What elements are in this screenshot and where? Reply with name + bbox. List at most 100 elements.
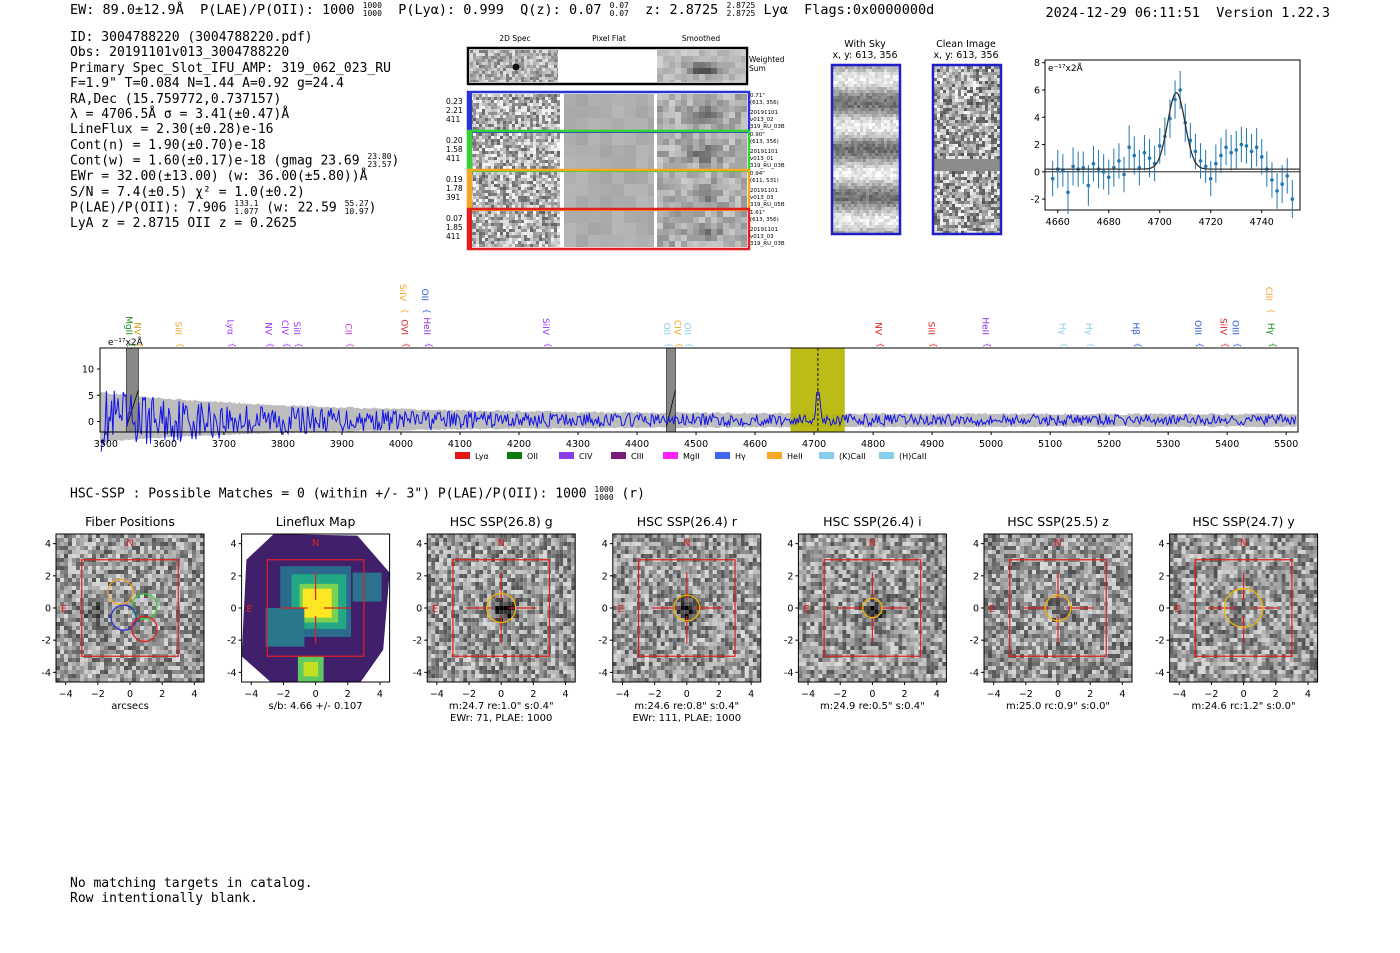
row-dist: 0.71" [750,93,765,99]
with-sky-xy: x, y: 613, 356 [832,50,897,61]
masked-hatch [126,389,139,427]
panel-xtick-label: −4 [430,689,444,700]
zoom-point [1127,145,1131,150]
z-line: Lyα [763,2,788,18]
row-ifu: 319_RU_03B [750,163,785,169]
hsc-suffix: (r) [621,486,645,502]
spectrum-xtick-label: 5400 [1215,439,1239,450]
imaging-panels: Fiber Positions N E −4 -4 −2 -2 0 0 2 2 4 4 arcsecs Li… [42,514,1319,723]
zoom-ytick-label: 6 [1034,86,1040,97]
line-marker-label: HeII [421,317,431,335]
panel-xtick-label: 4 [748,689,754,700]
panel-caption-2: EWr: 71, PLAE: 1000 [450,713,552,723]
line-marker-brace: { [402,342,411,347]
line-marker-brace: { [295,342,304,347]
row-weight: 0.23 [446,97,463,106]
line-marker-label: CIV [279,320,289,336]
line-marker-label: NV [132,322,142,336]
line-marker-label: SiIV [540,318,550,336]
zoom-point [1086,183,1091,188]
fiber-circle [107,578,134,606]
row-ifu: 319_RU_03B [750,124,785,130]
footer-line-1: No matching targets in catalog. [70,876,313,891]
spectrum-xtick-label: 4900 [920,439,944,450]
plae-info-hi: 133.1 [234,199,259,209]
line-marker-brace: { [1266,308,1275,313]
spectrum-xtick-label: 4800 [861,439,885,450]
version: Version 1.22.3 [1216,5,1330,21]
spectrum-ylabel: e⁻¹⁷x2Å [108,336,144,348]
panel-ytick-label: 2 [231,571,237,582]
zoom-frame [1044,59,1301,211]
line-fit-plot: -2 0 2 4 6 8 4660 4680 4700 4720 4740 e⁻¹⁷x2Å [1031,58,1301,228]
panel-xtick-label: 0 [1241,689,1247,700]
zoom-point [1234,148,1239,152]
panel-image [984,534,1132,682]
aperture-box [81,559,179,657]
line-marker-label: CII [342,323,352,335]
line-marker-brace: { [685,342,694,347]
lineflux-blob [302,588,332,618]
zoom-point [1198,159,1203,163]
plae-info-range: 133.1 1.077 [234,200,258,216]
row-shot: v013_03 [750,195,774,201]
panel-ytick-label: -2 [42,636,51,647]
info-id: ID: 3004788220 (3004788220.pdf) [70,30,313,45]
image-panel: HSC SSP(26.4) i N E −4 -4 −2 -2 0 0 2 2 4 4 m:24.9 re… [784,514,947,712]
row-weight: 0.20 [446,136,463,145]
panel-image [1169,534,1318,682]
col-smoothed: Smoothed [682,34,721,43]
z-hi: 2.8725 [726,1,756,10]
panel-ytick-label: -2 [970,636,979,647]
plae-range: 1000 1000 [363,2,382,18]
line-marker-label: Hγ [1265,323,1275,336]
panel-image [612,534,761,682]
line-marker-label: NV [263,322,273,336]
spectrum-xtick-label: 4000 [389,439,413,450]
panel-xtick-label: 4 [1119,689,1125,700]
plae-w-hi: 55.27 [344,199,369,209]
spectrum-xtick-label: 4200 [507,439,531,450]
col-pixel-flat: Pixel Flat [592,34,626,43]
hsc-hi: 1000 [594,485,614,494]
north-label: N [1054,538,1061,549]
row-left-bar [468,170,472,210]
aperture-box [1194,559,1293,657]
zoom-ytick-label: 2 [1034,140,1040,151]
spectrum-xtick-label: 3800 [271,439,295,450]
panel-ytick-label: -2 [598,636,607,647]
line-marker-brace: { [929,342,938,347]
clean-xy: x, y: 613, 356 [933,50,998,61]
spectrum-xtick-label: 5200 [1097,439,1121,450]
line-fit-chart: -2 0 2 4 6 8 4660 4680 4700 4720 4740 e⁻¹⁷x2Å [1031,58,1301,228]
zoom-point [1101,170,1106,174]
panel-xtick-label: −4 [987,689,1001,700]
zoom-point [1071,164,1075,169]
row-date: 20191101 [750,188,778,194]
image-panel: HSC SSP(26.4) r N E −4 -4 −2 -2 0 0 2 2 4 4 m:24.6 re… [598,514,762,723]
zoom-xtick-label: 4660 [1046,217,1070,228]
panel-ytick-label: -4 [784,668,793,679]
line-marker-brace: { [424,342,433,347]
panel-title: HSC SSP(25.5) z [1007,514,1109,529]
ew-value: 89.0±12.9Å [102,2,184,18]
line-marker-brace: { [401,308,410,313]
info-ewr: EWr = 32.00(±13.00) (w: 36.00(±5.80))Å [70,169,368,185]
row-date: 20191101 [750,149,778,155]
panel-ytick-label: 4 [787,539,793,550]
fiber-circle [131,593,158,620]
line-marker-brace: { [283,342,292,347]
line-marker-brace: { [1060,342,1069,347]
plae-w-text: (w: 22.59 [258,200,337,216]
z-label: z: [645,2,662,18]
plya-label: P(Lyα): [398,2,456,18]
zoom-point [1193,149,1198,154]
with-sky-frame [830,63,902,236]
qz-lo: 0.07 [609,9,629,18]
plae-text: P(LAE)/P(OII): 7.906 [70,200,227,216]
legend-swatch [507,452,522,459]
source-aperture-circle [673,594,701,622]
legend-label: (H)CaII [899,452,926,461]
row-npix: 411 [446,232,461,241]
